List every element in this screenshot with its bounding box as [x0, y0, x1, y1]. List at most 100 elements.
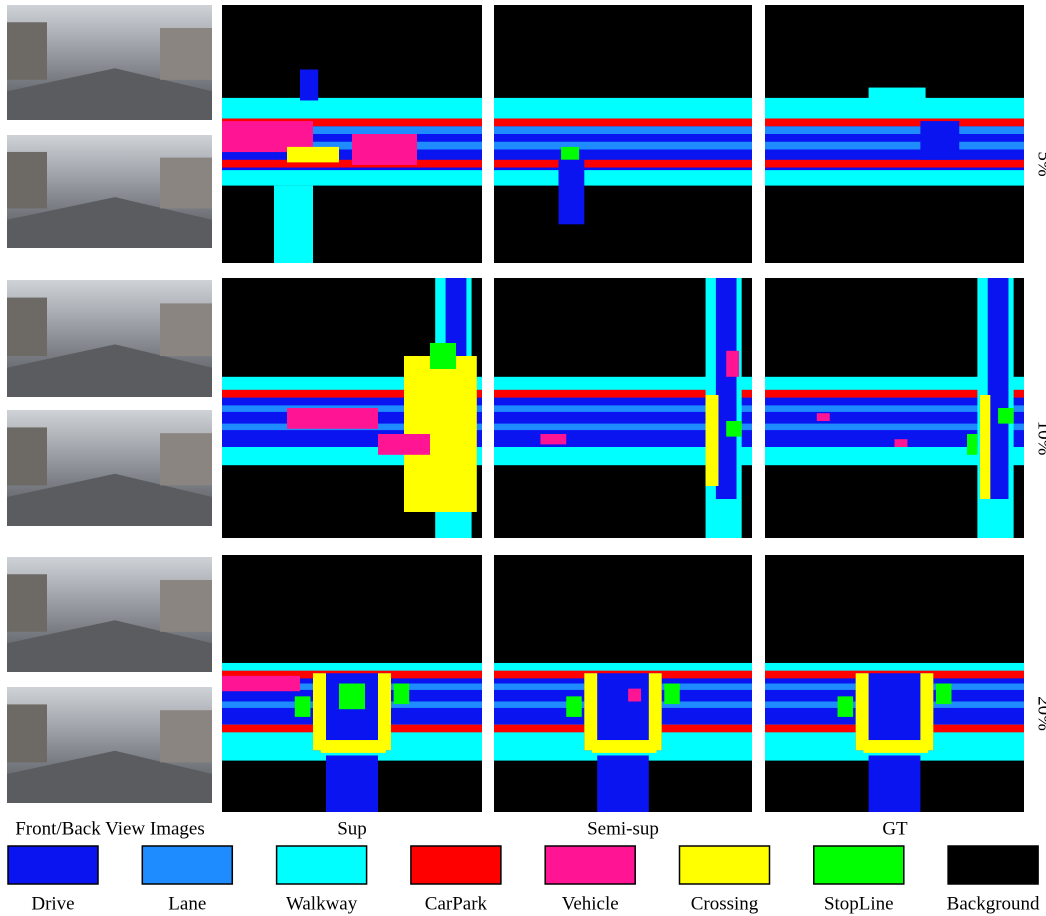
- drive: [716, 278, 737, 499]
- legend-label: Lane: [168, 893, 206, 914]
- stopline: [726, 421, 741, 437]
- legend-label: Walkway: [286, 893, 358, 914]
- stopline: [998, 408, 1014, 424]
- crossing: [980, 395, 990, 499]
- crossing: [287, 147, 339, 162]
- crossing: [856, 673, 869, 750]
- crossing: [313, 673, 326, 750]
- vehicle: [222, 676, 300, 691]
- legend-swatch: [8, 846, 98, 884]
- legend-label: StopLine: [824, 893, 894, 914]
- drive: [869, 755, 921, 812]
- vehicle: [895, 439, 908, 447]
- photo-building: [160, 710, 212, 762]
- photo-building: [160, 158, 212, 209]
- carpark: [765, 119, 1024, 127]
- crossing: [863, 740, 928, 753]
- photo-building: [160, 303, 212, 356]
- photo-building: [160, 433, 212, 485]
- legend-swatch: [411, 846, 501, 884]
- vehicle: [817, 413, 830, 421]
- legend-swatch: [814, 846, 904, 884]
- legend-label: Drive: [31, 893, 74, 914]
- stopline: [394, 684, 410, 705]
- photo-building: [7, 152, 47, 209]
- photo-building: [7, 22, 47, 80]
- segmentation-map: [222, 278, 482, 538]
- crossing: [592, 740, 657, 753]
- photo-building: [7, 704, 47, 762]
- column-label: Front/Back View Images: [15, 818, 205, 839]
- vehicle: [287, 408, 378, 429]
- legend-label: Vehicle: [562, 893, 619, 914]
- row-label: 10%: [1034, 421, 1046, 456]
- segmentation-map: [765, 278, 1024, 538]
- camera-image: [7, 5, 212, 120]
- crossing: [378, 673, 391, 750]
- stopline: [566, 696, 581, 717]
- photo-building: [7, 427, 47, 485]
- walkway: [274, 186, 313, 263]
- photo-building: [7, 298, 47, 357]
- crossing: [920, 673, 933, 750]
- camera-image: [7, 280, 212, 397]
- drive: [300, 70, 318, 101]
- row-label: 20%: [1034, 696, 1046, 731]
- segmentation-map: [222, 555, 482, 812]
- vehicle: [726, 351, 739, 377]
- stopline: [664, 684, 679, 705]
- legend-label: Background: [947, 893, 1040, 914]
- segmentation-map: [222, 5, 482, 263]
- photo-building: [160, 580, 212, 632]
- walkway: [869, 88, 926, 103]
- segmentation-map: [765, 5, 1024, 263]
- stopline: [339, 684, 365, 710]
- camera-image: [7, 410, 212, 526]
- stopline: [561, 147, 579, 160]
- crossing: [706, 395, 719, 486]
- lane: [765, 142, 1024, 150]
- column-label: GT: [882, 818, 908, 839]
- photo-building: [7, 574, 47, 632]
- stopline: [936, 684, 952, 705]
- stopline: [430, 343, 456, 369]
- legend-label: CarPark: [425, 893, 488, 914]
- carpark: [765, 160, 1024, 168]
- lane: [494, 126, 752, 134]
- legend-label: Crossing: [691, 893, 759, 914]
- camera-image: [7, 687, 212, 803]
- carpark: [494, 119, 752, 127]
- lane: [494, 142, 752, 150]
- drive: [559, 160, 585, 225]
- vehicle: [540, 434, 566, 444]
- segmentation-map: [494, 5, 752, 263]
- vehicle: [628, 689, 641, 702]
- column-label: Semi-sup: [587, 818, 659, 839]
- segmentation-map: [494, 555, 752, 812]
- legend-swatch: [948, 846, 1038, 884]
- figure: Front/Back View Images Sup Semi-sup GT 5% 10%…: [0, 0, 1046, 916]
- photo-building: [160, 28, 212, 80]
- drive: [920, 121, 959, 160]
- crossing: [649, 673, 662, 750]
- segmentation-map: [494, 278, 752, 538]
- drive: [597, 755, 649, 812]
- legend-swatch: [545, 846, 635, 884]
- crossing: [584, 673, 597, 750]
- lane: [765, 126, 1024, 134]
- camera-image: [7, 557, 212, 672]
- drive: [326, 755, 378, 812]
- stopline: [967, 434, 977, 455]
- carpark: [494, 160, 752, 168]
- stopline: [295, 696, 311, 717]
- column-label: Sup: [337, 818, 367, 839]
- segmentation-map: [765, 555, 1024, 812]
- crossing: [321, 740, 386, 753]
- camera-image: [7, 135, 212, 248]
- drive: [988, 278, 1009, 499]
- legend-swatch: [277, 846, 367, 884]
- legend-swatch: [680, 846, 770, 884]
- row-label: 5%: [1034, 151, 1046, 177]
- legend-swatch: [142, 846, 232, 884]
- stopline: [838, 696, 854, 717]
